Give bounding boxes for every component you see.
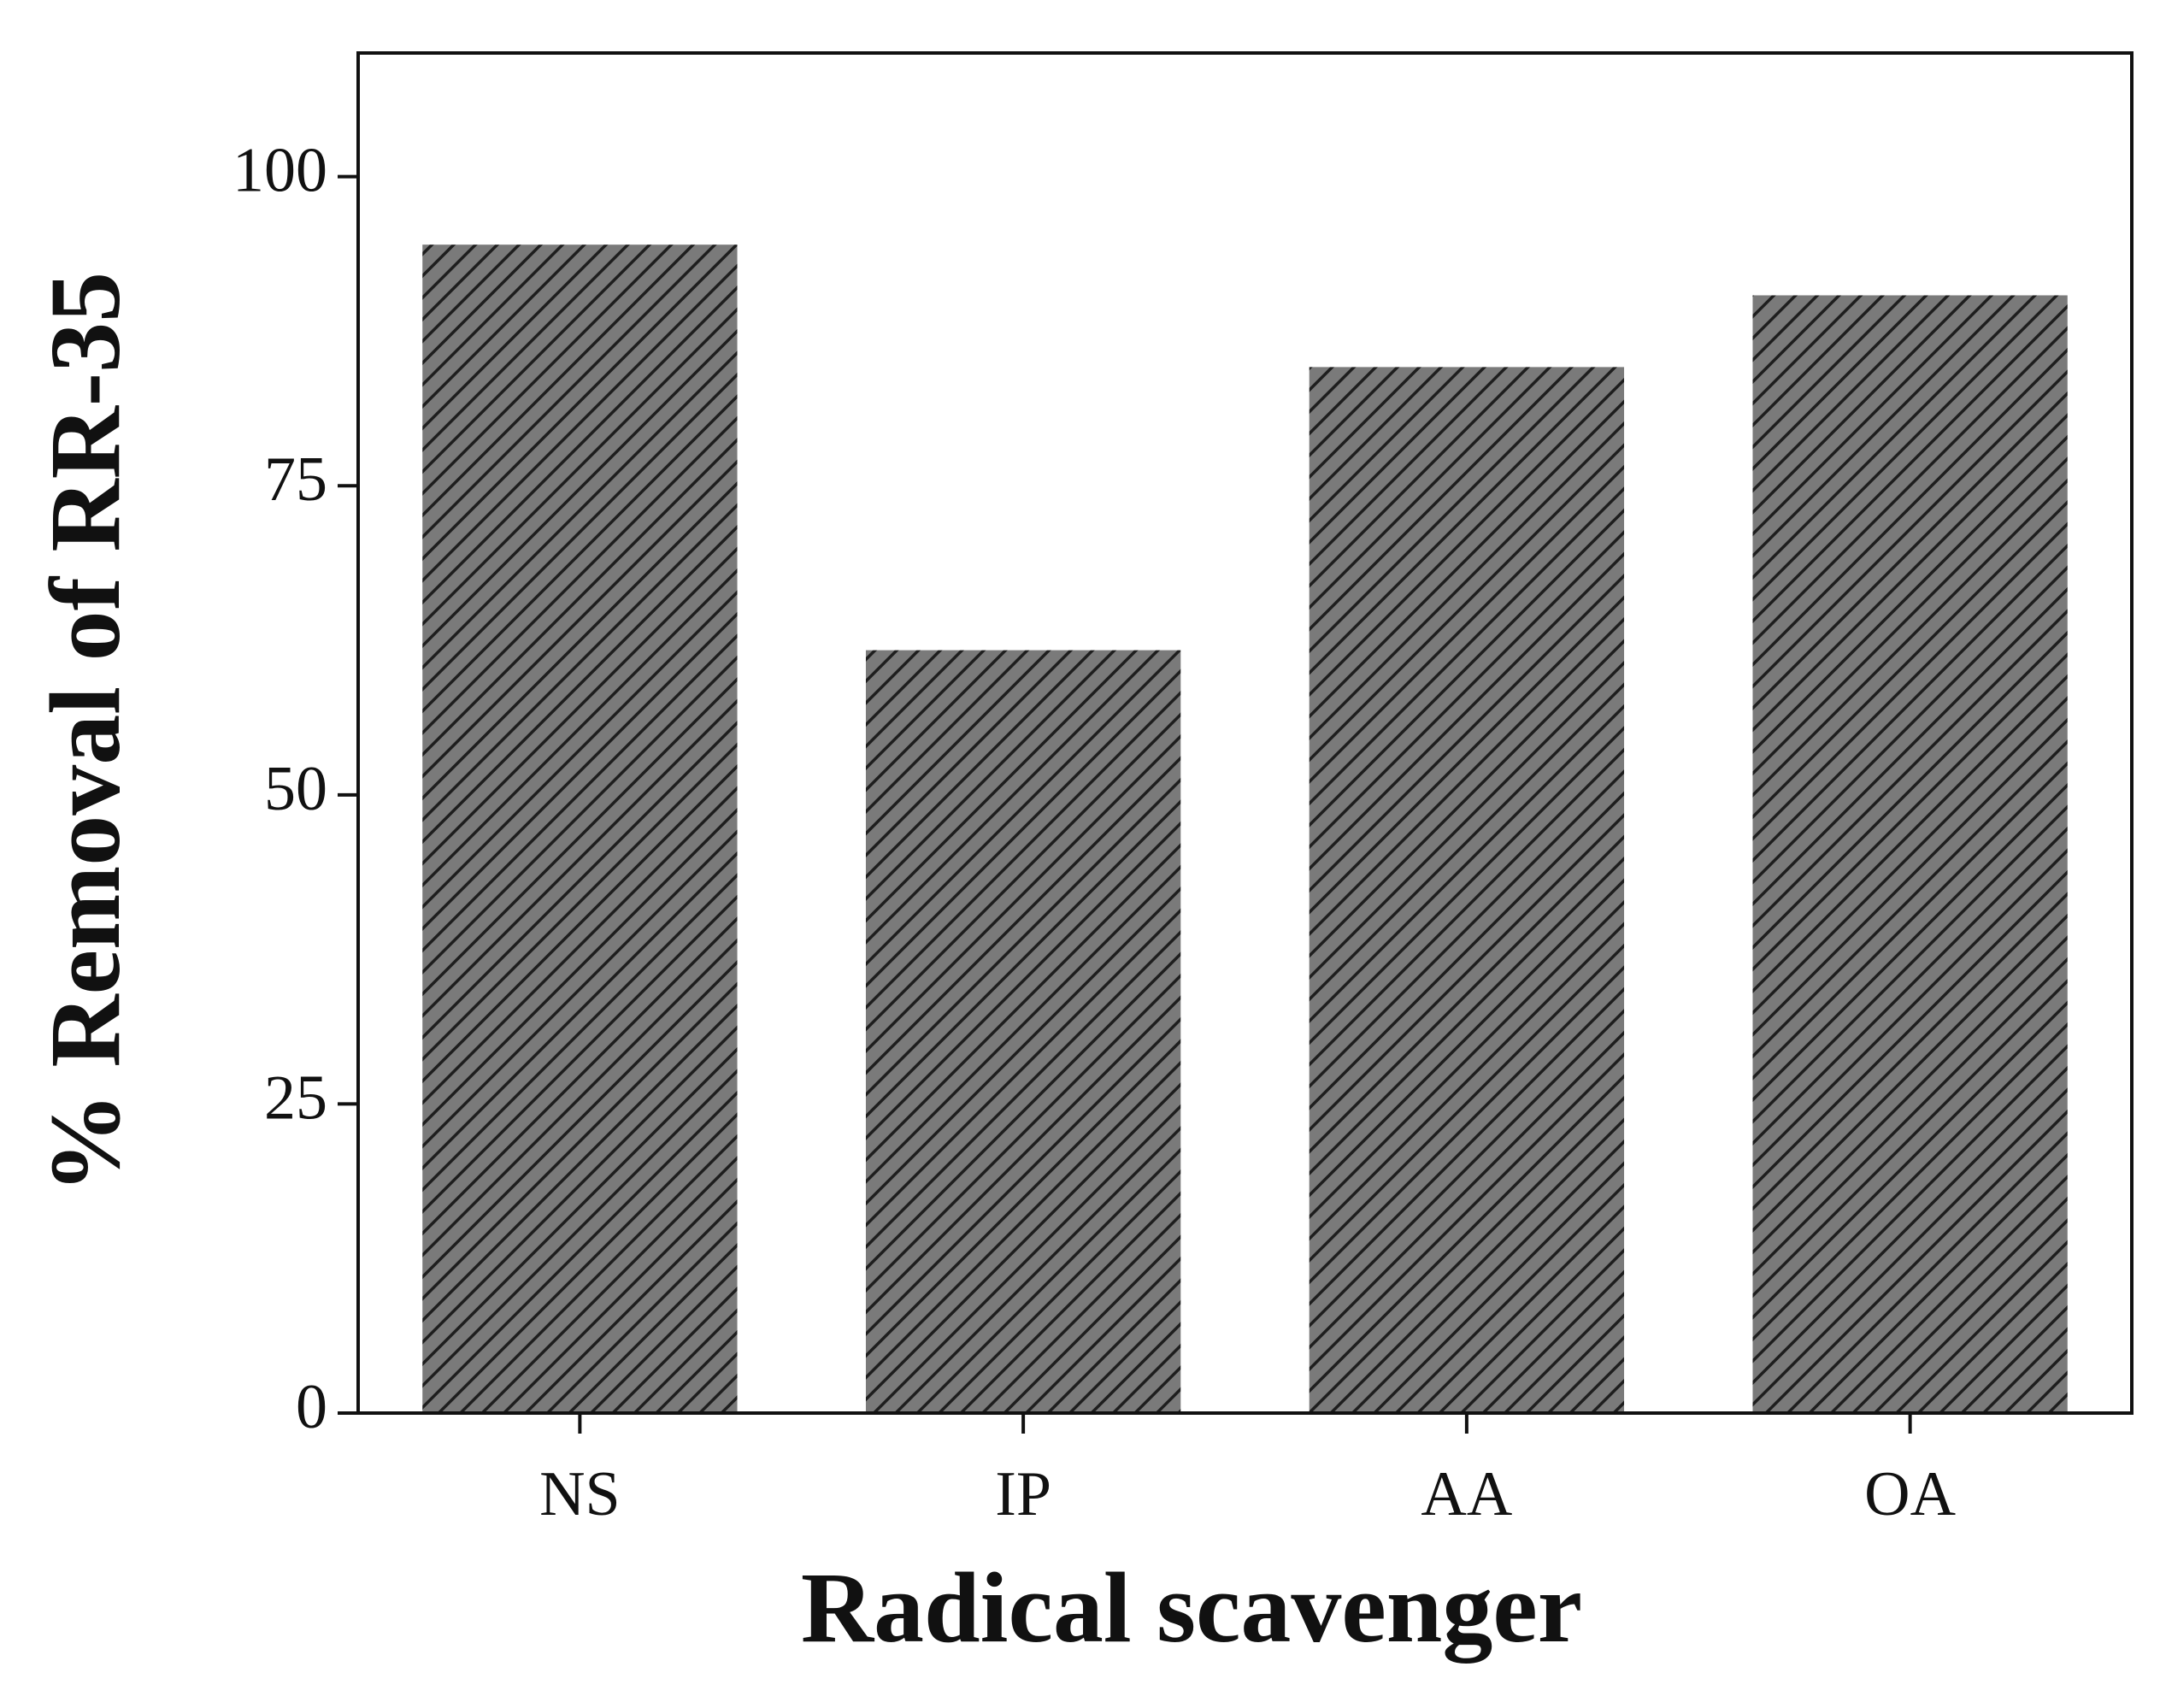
bar — [1309, 367, 1625, 1414]
x-axis-title: Radical scavenger — [801, 1552, 1582, 1664]
x-tick-label: IP — [995, 1459, 1051, 1529]
y-tick-label: 100 — [232, 136, 327, 206]
x-tick-label: OA — [1864, 1459, 1956, 1529]
bar — [865, 650, 1181, 1413]
y-tick-label: 0 — [296, 1372, 327, 1442]
bar — [422, 244, 738, 1413]
plot-frame — [356, 51, 2134, 1415]
x-tick-label: AA — [1421, 1459, 1512, 1529]
y-tick-label: 50 — [264, 754, 327, 824]
bar — [1752, 295, 2068, 1413]
y-axis-title: % Removal of RR-35 — [29, 272, 141, 1193]
y-tick-label: 25 — [264, 1063, 327, 1133]
x-tick-label: NS — [539, 1459, 621, 1529]
y-tick-label: 75 — [264, 445, 327, 515]
